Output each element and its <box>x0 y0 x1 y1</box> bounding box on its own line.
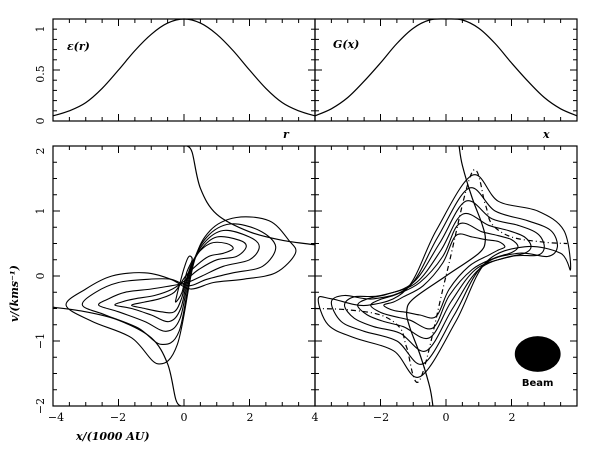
contour-level-3-panel-2 <box>98 229 260 332</box>
contour-level-5-panel-2 <box>131 241 234 314</box>
xtick-label-left-1: −2 <box>110 411 126 424</box>
beam-ellipse <box>514 336 561 372</box>
contour-level-4-panel-3 <box>357 212 532 340</box>
xtick-label-right-1: 0 <box>443 411 450 424</box>
panel-top-right-title: G(x) <box>333 38 359 51</box>
xtick-label-right-0: −2 <box>373 411 389 424</box>
ytick-label-bottom-2: 0 <box>34 273 47 280</box>
contour-level-2-panel-3 <box>330 187 559 365</box>
curves-layer <box>52 18 578 407</box>
ytick-label-bottom-4: 2 <box>34 148 47 155</box>
profile-curve-1 <box>314 18 578 117</box>
contour-level-6-panel-2 <box>174 255 193 303</box>
rotation-curve-left-negative <box>52 306 182 407</box>
ytick-label-top-1: 0.5 <box>34 65 47 83</box>
xtick-label-left-3: 2 <box>247 411 254 424</box>
rotation-curve-left-positive <box>186 145 316 246</box>
y-axis-label: v/(kms⁻¹) <box>8 265 21 322</box>
panel-top-left-title: ε(r) <box>67 40 90 53</box>
ytick-label-bottom-1: −1 <box>34 333 47 349</box>
ytick-label-bottom-3: 1 <box>34 208 47 215</box>
contour-level-3-panel-3 <box>343 200 545 352</box>
xtick-label-left-2: 0 <box>181 411 188 424</box>
xtick-label-left-4: 4 <box>312 411 319 424</box>
xtick-label-right-2: 2 <box>509 411 516 424</box>
xtick-label-left-0: −4 <box>48 411 64 424</box>
x-axis-label: x/(1000 AU) <box>75 430 150 443</box>
ytick-label-top-0: 0 <box>34 118 47 125</box>
ytick-label-bottom-0: −2 <box>34 398 47 414</box>
contour-level-4-panel-2 <box>114 236 247 323</box>
panel-top-left-xlabel: r <box>283 128 290 141</box>
contour-level-5-panel-3 <box>370 222 519 330</box>
axis-ticks <box>52 18 578 407</box>
contour-level-6-panel-3 <box>383 233 506 319</box>
contour-level-2-panel-2 <box>81 223 277 345</box>
contour-level-1-panel-2 <box>65 216 297 365</box>
profile-curve-0 <box>52 18 316 117</box>
ytick-label-top-2: 1 <box>34 26 47 33</box>
panel-top-right-xlabel: x <box>542 128 550 141</box>
beam-label: Beam <box>522 378 554 389</box>
rotation-curve-right <box>406 145 486 407</box>
